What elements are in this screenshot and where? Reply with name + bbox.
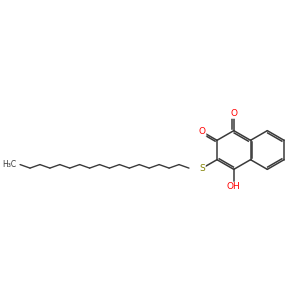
- Text: O: O: [230, 109, 237, 118]
- Text: O: O: [199, 128, 206, 136]
- Text: OH: OH: [227, 182, 241, 191]
- Text: S: S: [200, 164, 205, 172]
- Text: H₃C: H₃C: [3, 160, 17, 169]
